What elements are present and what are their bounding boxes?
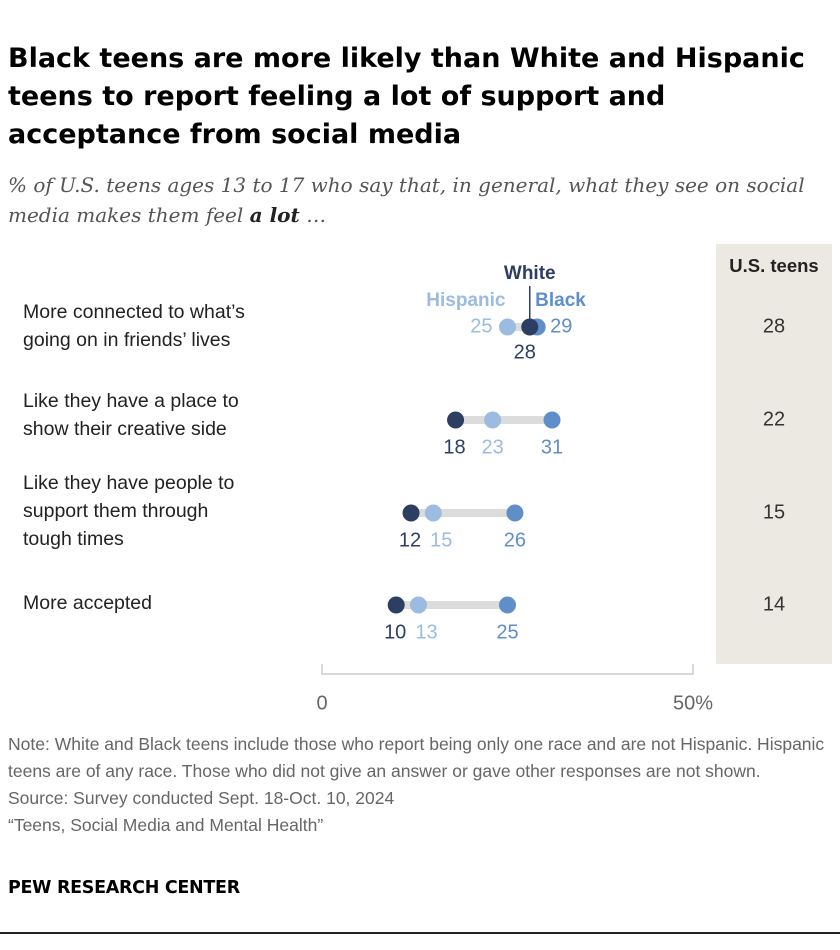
category-label: show their creative side	[23, 418, 227, 440]
value-label-hispanic: 15	[430, 529, 452, 551]
dot-hispanic	[424, 504, 442, 522]
value-label-black: 31	[541, 436, 563, 458]
dot-black	[543, 411, 561, 429]
subtitle-emphasis: a lot	[249, 203, 300, 227]
value-label-black: 25	[496, 621, 518, 643]
total-column-header: U.S. teens	[729, 255, 818, 276]
dot-black	[506, 504, 524, 522]
report-title: “Teens, Social Media and Mental Health”	[8, 815, 324, 835]
legend-black: Black	[535, 290, 586, 311]
dot-hispanic	[499, 318, 516, 336]
x-tick-label: 50%	[673, 692, 713, 714]
value-label-white: 18	[443, 436, 465, 458]
x-tick-label: 0	[316, 692, 327, 714]
pew-logo: PEW RESEARCH CENTER	[8, 878, 240, 898]
chart-notes: Note: White and Black teens include thos…	[8, 731, 828, 839]
note-text: Note: White and Black teens include thos…	[8, 734, 825, 781]
x-axis-line	[321, 664, 694, 675]
chart-subtitle: % of U.S. teens ages 13 to 17 who say th…	[8, 170, 836, 230]
value-label-white: 12	[399, 529, 421, 551]
dot-hispanic	[484, 411, 502, 429]
bottom-rule	[0, 932, 840, 934]
total-value: 28	[763, 315, 785, 337]
dot-black	[499, 596, 516, 614]
dot-plot-chart: U.S. teens More connected to what’s going …	[23, 244, 832, 714]
dot-hispanic	[409, 596, 427, 614]
total-column-bg	[716, 244, 832, 664]
total-value: 22	[763, 408, 785, 430]
category-label: support them through	[23, 500, 208, 522]
legend-hispanic: Hispanic	[426, 290, 506, 311]
category-label: Like they have people to	[23, 472, 235, 494]
category-label: Like they have a place to	[23, 390, 239, 412]
category-label: More accepted	[23, 592, 152, 614]
dot-white	[387, 596, 405, 614]
value-label-white: 28	[514, 341, 536, 363]
dot-white	[402, 504, 420, 522]
total-value: 15	[763, 501, 785, 523]
subtitle-text: % of U.S. teens ages 13 to 17 who say th…	[8, 173, 805, 227]
value-label-hispanic: 25	[470, 315, 492, 337]
value-label-hispanic: 13	[415, 621, 437, 643]
value-label-white: 10	[384, 621, 406, 643]
category-label: tough times	[23, 528, 124, 550]
chart-title: Black teens are more likely than White a…	[8, 43, 805, 150]
value-label-black: 26	[504, 529, 526, 551]
value-label-hispanic: 23	[482, 436, 504, 458]
total-value: 14	[763, 593, 785, 615]
legend-white: White	[504, 263, 556, 284]
value-label-black: 29	[550, 315, 572, 337]
category-label: going on in friends’ lives	[23, 329, 231, 351]
source-text: Source: Survey conducted Sept. 18-Oct. 1…	[8, 788, 395, 808]
category-label: More connected to what’s	[23, 301, 245, 323]
subtitle-ellipsis: …	[299, 203, 327, 227]
dot-white	[447, 411, 465, 429]
dot-white	[521, 318, 539, 336]
